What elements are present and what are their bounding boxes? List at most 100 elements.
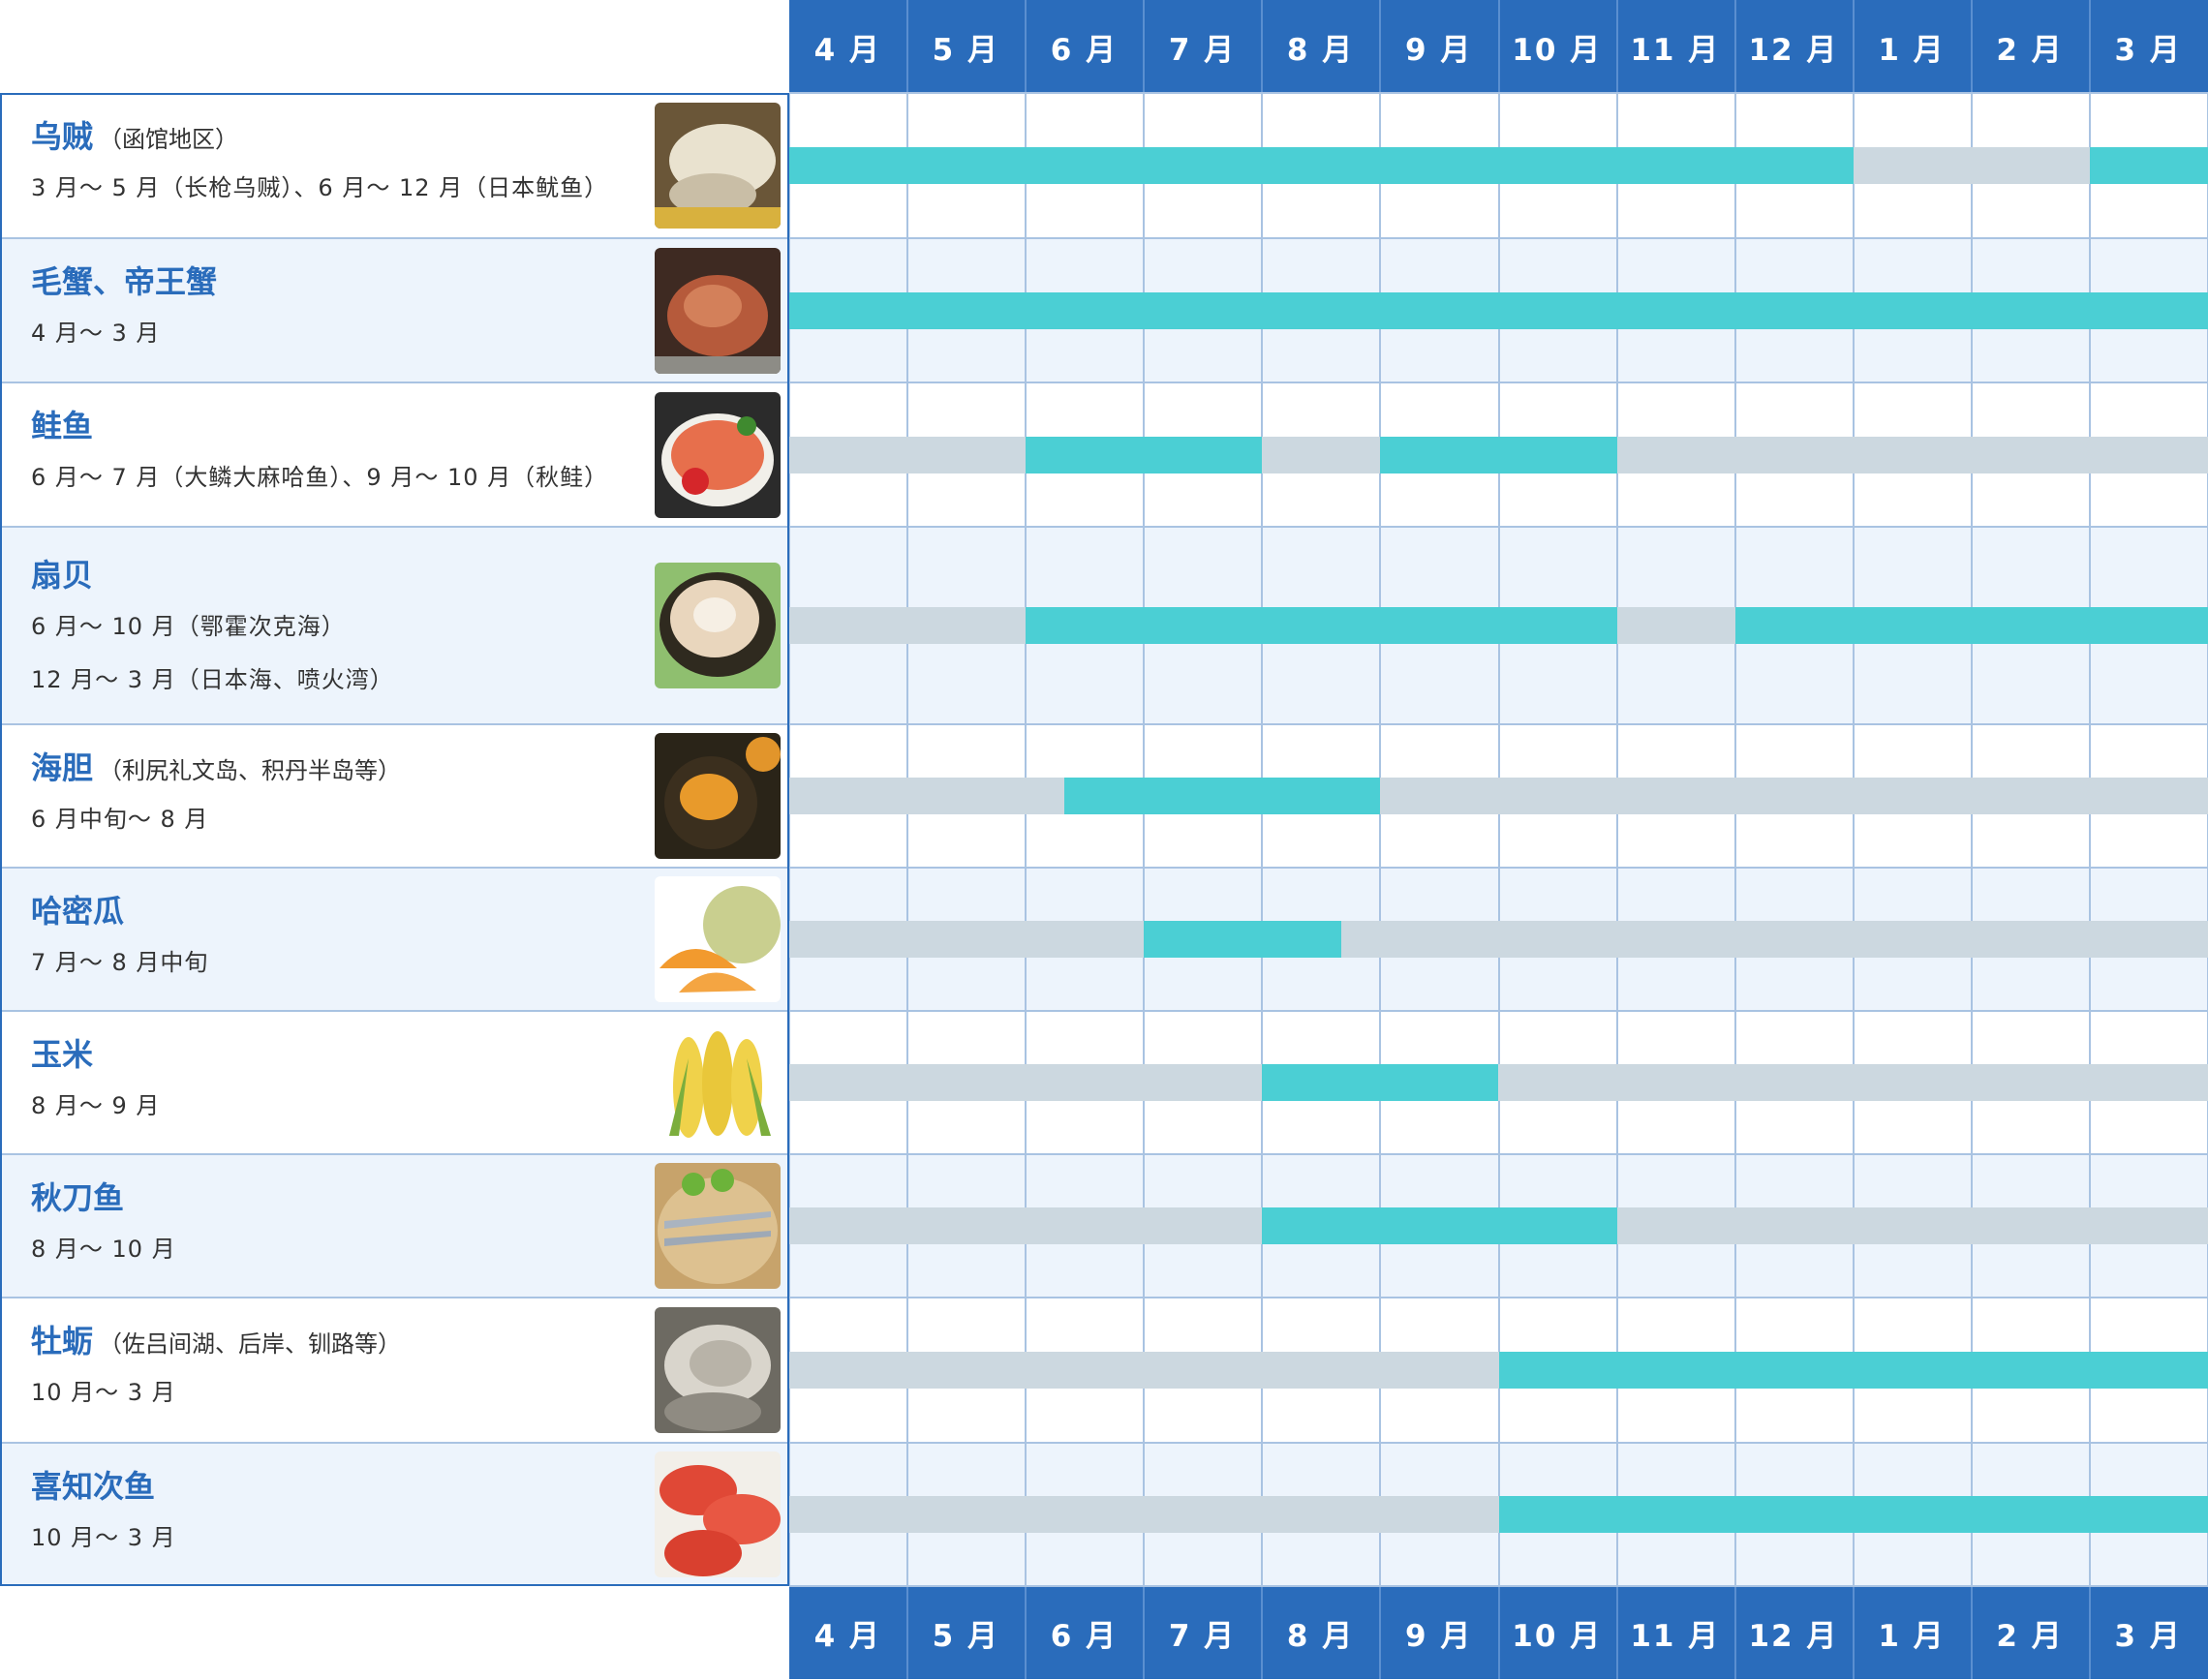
item-title: 扇贝: [31, 551, 93, 596]
grid-hline: [789, 867, 2208, 869]
month-label-bottom: 9 月: [1380, 1586, 1497, 1680]
grid-hline: [789, 723, 2208, 725]
season-bar-on: [1064, 778, 1380, 814]
item-title: 喜知次鱼: [31, 1462, 155, 1507]
item-note: （佐吕间湖、后岸、钏路等）: [99, 1330, 401, 1358]
melon-photo: [655, 876, 781, 1002]
grid-hline: [789, 237, 2208, 239]
grid-hline: [789, 1585, 2208, 1587]
row-separator: [0, 1297, 789, 1298]
item-title: 鲑鱼: [31, 402, 93, 446]
month-label-top: 4 月: [789, 0, 906, 93]
item-name: 鲑鱼: [31, 408, 93, 444]
season-bar-on: [1499, 1352, 2208, 1389]
item-period: 3 月～ 5 月（长枪乌贼）、6 月～ 12 月（日本鱿鱼）: [31, 168, 608, 202]
melon-photo: [655, 876, 781, 1002]
item-title: 秋刀鱼: [31, 1174, 124, 1218]
grid-hline: [789, 1297, 2208, 1298]
season-bar-on: [1262, 1064, 1498, 1101]
item-period: 8 月～ 9 月: [31, 1086, 160, 1120]
item-name: 海胆: [31, 749, 93, 786]
row-separator: [0, 1010, 789, 1012]
month-label-top: 7 月: [1144, 0, 1261, 93]
season-bar-on: [1262, 1207, 1616, 1244]
month-label-bottom: 12 月: [1735, 1586, 1853, 1680]
season-bar-on: [1026, 437, 1262, 473]
month-label-top: 8 月: [1262, 0, 1379, 93]
item-name: 扇贝: [31, 557, 93, 594]
saury-photo: [655, 1163, 781, 1289]
item-period: 6 月～ 10 月（鄂霍次克海）: [31, 607, 346, 641]
row-separator: [0, 1442, 789, 1444]
month-label-bottom: 11 月: [1617, 1586, 1734, 1680]
season-bar-on: [789, 292, 2208, 329]
month-label-top: 1 月: [1854, 0, 1971, 93]
season-bar-on: [1380, 437, 1616, 473]
grid-hline: [789, 1442, 2208, 1444]
item-period: 4 月～ 3 月: [31, 314, 160, 348]
season-bar-on: [1144, 921, 1341, 958]
month-label-top: 11 月: [1617, 0, 1734, 93]
grid-hline: [789, 1010, 2208, 1012]
row-separator: [0, 867, 789, 869]
month-label-top: 6 月: [1026, 0, 1143, 93]
month-label-top: 10 月: [1499, 0, 1616, 93]
season-bar-off: [789, 1064, 2208, 1101]
item-period: 6 月中旬～ 8 月: [31, 800, 208, 834]
scallop-photo: [655, 563, 781, 688]
item-name: 牡蛎: [31, 1323, 93, 1359]
item-period: 6 月～ 7 月（大鳞大麻哈鱼）、9 月～ 10 月（秋鲑）: [31, 458, 608, 492]
item-title: 乌贼（函馆地区）: [31, 112, 238, 157]
season-bar-off: [789, 921, 2208, 958]
month-label-top: 2 月: [1972, 0, 2089, 93]
season-bar-off: [789, 778, 2208, 814]
month-label-top: 12 月: [1735, 0, 1853, 93]
scallop-photo: [655, 563, 781, 688]
squid-photo: [655, 103, 781, 229]
season-bar-on: [1735, 607, 2208, 644]
month-label-bottom: 4 月: [789, 1586, 906, 1680]
item-period: 7 月～ 8 月中旬: [31, 943, 208, 977]
item-name: 喜知次鱼: [31, 1468, 155, 1505]
item-period: 10 月～ 3 月: [31, 1518, 176, 1552]
salmon-roe-bowl-photo: [655, 392, 781, 518]
item-title: 牡蛎（佐吕间湖、后岸、钏路等）: [31, 1317, 401, 1361]
grid-hline: [789, 382, 2208, 383]
sea-urchin-photo: [655, 733, 781, 859]
grid-hline: [789, 526, 2208, 528]
row-separator: [0, 723, 789, 725]
oyster-photo: [655, 1307, 781, 1433]
item-title: 哈密瓜: [31, 887, 124, 932]
month-label-bottom: 10 月: [1499, 1586, 1616, 1680]
item-name: 秋刀鱼: [31, 1179, 124, 1216]
item-note: （函馆地区）: [99, 126, 238, 153]
item-period: 10 月～ 3 月: [31, 1373, 176, 1407]
row-separator: [0, 237, 789, 239]
month-label-bottom: 5 月: [907, 1586, 1025, 1680]
season-bar-on: [1499, 1496, 2208, 1533]
salmon-roe-bowl-photo: [655, 392, 781, 518]
season-bar-on: [789, 147, 1854, 184]
kichiji-fish-photo: [655, 1451, 781, 1577]
corn-photo: [655, 1020, 781, 1145]
item-note: （利尻礼文岛、积丹半岛等）: [99, 757, 401, 784]
row-separator: [0, 1153, 789, 1155]
item-title: 海胆（利尻礼文岛、积丹半岛等）: [31, 744, 401, 788]
squid-photo: [655, 103, 781, 229]
month-label-top: 5 月: [907, 0, 1025, 93]
month-label-bottom: 2 月: [1972, 1586, 2089, 1680]
saury-photo: [655, 1163, 781, 1289]
month-label-bottom: 1 月: [1854, 1586, 1971, 1680]
season-bar-on: [1026, 607, 1616, 644]
item-title: 玉米: [31, 1030, 93, 1075]
item-period: 12 月～ 3 月（日本海、喷火湾）: [31, 660, 394, 694]
month-label-bottom: 8 月: [1262, 1586, 1379, 1680]
grid-hline: [789, 1153, 2208, 1155]
corn-photo: [655, 1020, 781, 1145]
item-name: 玉米: [31, 1036, 93, 1073]
row-separator: [0, 382, 789, 383]
row-separator: [0, 526, 789, 528]
grid-hline: [789, 92, 2208, 94]
oyster-photo: [655, 1307, 781, 1433]
